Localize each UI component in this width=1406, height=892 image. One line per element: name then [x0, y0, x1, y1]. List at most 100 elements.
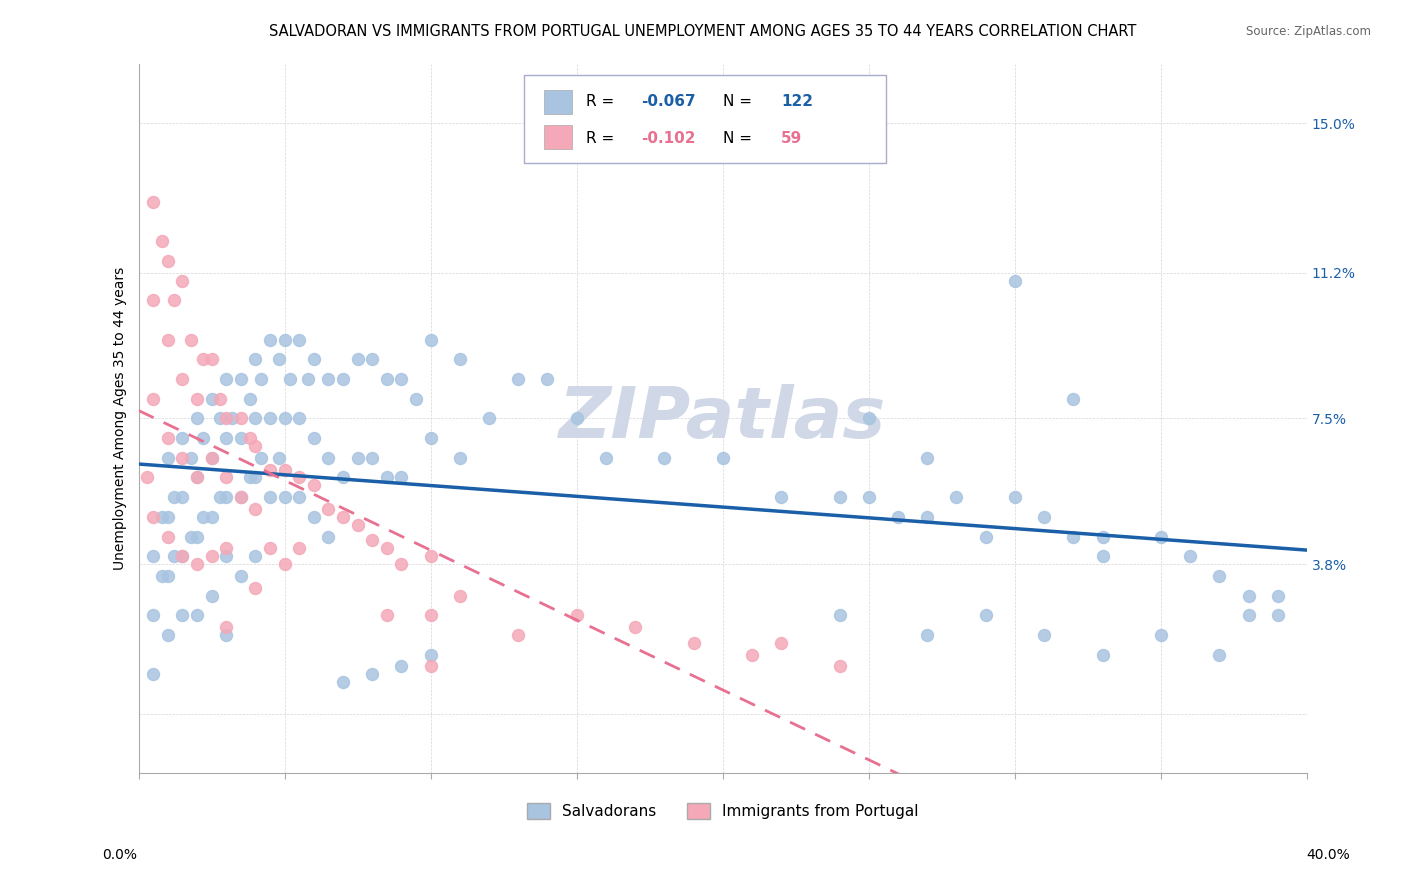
- Point: [250, 372, 273, 386]
- Point: [238, 431, 260, 445]
- Y-axis label: Unemployment Among Ages 35 to 44 years: Unemployment Among Ages 35 to 44 years: [114, 267, 128, 570]
- Text: R =: R =: [586, 95, 619, 109]
- Point: [245, 470, 267, 484]
- Point: [215, 372, 238, 386]
- Point: [259, 462, 281, 476]
- Point: [1004, 274, 1026, 288]
- Point: [332, 675, 354, 690]
- Point: [449, 352, 471, 367]
- FancyBboxPatch shape: [524, 75, 886, 163]
- Point: [624, 620, 647, 634]
- Legend: Salvadorans, Immigrants from Portugal: Salvadorans, Immigrants from Portugal: [520, 797, 925, 825]
- Point: [770, 490, 793, 504]
- Point: [142, 667, 165, 681]
- Point: [1208, 648, 1230, 662]
- Point: [391, 659, 413, 673]
- Point: [419, 333, 441, 347]
- Text: 40.0%: 40.0%: [1306, 847, 1351, 862]
- Point: [200, 352, 222, 367]
- Bar: [544, 89, 572, 113]
- Point: [711, 450, 734, 465]
- Point: [770, 636, 793, 650]
- Point: [162, 549, 184, 564]
- Point: [915, 450, 938, 465]
- Point: [238, 392, 260, 406]
- Point: [180, 529, 202, 543]
- Point: [180, 450, 202, 465]
- Point: [346, 352, 368, 367]
- Point: [682, 636, 704, 650]
- Point: [221, 411, 243, 425]
- Point: [191, 509, 214, 524]
- Point: [156, 569, 179, 583]
- Point: [200, 509, 222, 524]
- Point: [245, 411, 267, 425]
- Point: [150, 234, 173, 248]
- Point: [172, 372, 194, 386]
- Point: [536, 372, 558, 386]
- Point: [1091, 529, 1114, 543]
- Point: [156, 628, 179, 642]
- Point: [215, 470, 238, 484]
- Point: [1150, 529, 1173, 543]
- Point: [478, 411, 501, 425]
- Point: [172, 431, 194, 445]
- Point: [259, 541, 281, 556]
- Point: [215, 411, 238, 425]
- Point: [288, 541, 311, 556]
- Point: [250, 450, 273, 465]
- Point: [200, 549, 222, 564]
- Point: [1091, 549, 1114, 564]
- Point: [1208, 569, 1230, 583]
- Point: [858, 411, 880, 425]
- Point: [419, 549, 441, 564]
- Point: [273, 490, 295, 504]
- Point: [346, 517, 368, 532]
- Point: [1062, 529, 1084, 543]
- Point: [172, 490, 194, 504]
- Point: [142, 549, 165, 564]
- Point: [186, 411, 208, 425]
- Point: [229, 490, 252, 504]
- Point: [915, 509, 938, 524]
- Point: [419, 608, 441, 623]
- Point: [229, 569, 252, 583]
- Text: SALVADORAN VS IMMIGRANTS FROM PORTUGAL UNEMPLOYMENT AMONG AGES 35 TO 44 YEARS CO: SALVADORAN VS IMMIGRANTS FROM PORTUGAL U…: [270, 24, 1136, 38]
- Point: [1004, 490, 1026, 504]
- Text: R =: R =: [586, 131, 619, 146]
- Point: [156, 333, 179, 347]
- Point: [142, 509, 165, 524]
- Point: [332, 470, 354, 484]
- Point: [200, 392, 222, 406]
- Point: [191, 352, 214, 367]
- Point: [156, 529, 179, 543]
- Bar: [544, 125, 572, 149]
- Point: [318, 450, 340, 465]
- Point: [172, 274, 194, 288]
- Point: [288, 490, 311, 504]
- Point: [654, 450, 676, 465]
- Point: [156, 254, 179, 268]
- Point: [741, 648, 763, 662]
- Point: [267, 450, 290, 465]
- Point: [186, 470, 208, 484]
- Point: [405, 392, 427, 406]
- Point: [229, 490, 252, 504]
- Point: [508, 628, 530, 642]
- Point: [259, 333, 281, 347]
- Point: [1178, 549, 1201, 564]
- Point: [150, 569, 173, 583]
- Point: [419, 659, 441, 673]
- Point: [361, 450, 384, 465]
- Point: [1237, 608, 1260, 623]
- Point: [1091, 648, 1114, 662]
- Text: -0.102: -0.102: [641, 131, 696, 146]
- Point: [180, 333, 202, 347]
- Point: [172, 549, 194, 564]
- Point: [288, 470, 311, 484]
- Point: [1062, 392, 1084, 406]
- Point: [375, 372, 398, 386]
- Point: [245, 352, 267, 367]
- Text: 59: 59: [782, 131, 803, 146]
- Point: [915, 628, 938, 642]
